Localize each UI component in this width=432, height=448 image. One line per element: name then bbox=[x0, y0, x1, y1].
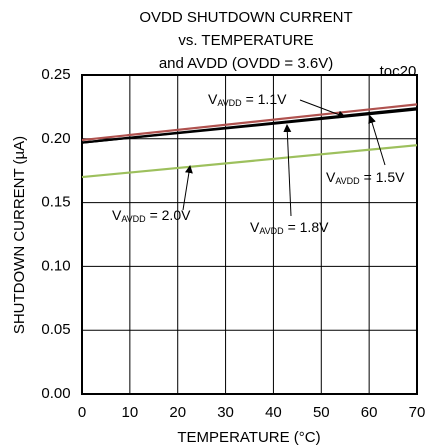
x-axis-label: TEMPERATURE (°C) bbox=[177, 429, 320, 446]
annotation-sub: AVDD bbox=[121, 214, 146, 224]
chart-title: and AVDD (OVDD = 3.6V) bbox=[159, 55, 333, 72]
y-axis-label: SHUTDOWN CURRENT (µA) bbox=[11, 136, 28, 334]
annotation: VAVDD = 1.5V bbox=[326, 169, 405, 187]
y-tick-label: 0.10 bbox=[41, 257, 70, 274]
chart-title: vs. TEMPERATURE bbox=[178, 32, 313, 49]
arrow bbox=[299, 99, 346, 119]
line-series bbox=[81, 107, 418, 144]
x-tick-label: 60 bbox=[361, 404, 378, 421]
annotation-main: V bbox=[112, 207, 122, 223]
y-tick-label: 0.00 bbox=[41, 385, 70, 402]
x-tick-label: 0 bbox=[78, 404, 86, 421]
annotation-tail: = 1.1V bbox=[242, 91, 287, 107]
arrow bbox=[368, 115, 386, 166]
x-tick-label: 40 bbox=[265, 404, 282, 421]
line-series bbox=[81, 144, 418, 179]
y-tick-label: 0.25 bbox=[41, 66, 70, 83]
x-tick-label: 30 bbox=[217, 404, 234, 421]
annotation-sub: AVDD bbox=[217, 98, 242, 108]
figure-id: toc20 bbox=[380, 63, 417, 80]
y-tick-label: 0.05 bbox=[41, 321, 70, 338]
x-tick-label: 10 bbox=[122, 404, 139, 421]
annotation: VAVDD = 2.0V bbox=[112, 207, 191, 225]
chart-title: OVDD SHUTDOWN CURRENT bbox=[139, 9, 352, 26]
arrow bbox=[283, 124, 292, 217]
annotation-main: V bbox=[208, 91, 218, 107]
y-tick-label: 0.15 bbox=[41, 194, 70, 211]
y-tick-label: 0.20 bbox=[41, 130, 70, 147]
plot-border bbox=[81, 74, 418, 395]
annotation: VAVDD = 1.1V bbox=[208, 91, 287, 109]
x-tick-label: 20 bbox=[169, 404, 186, 421]
x-tick-label: 50 bbox=[313, 404, 330, 421]
annotation-sub: AVDD bbox=[335, 176, 360, 186]
annotation-tail: = 1.5V bbox=[360, 169, 405, 185]
annotation-main: V bbox=[326, 169, 336, 185]
arrow bbox=[182, 165, 193, 211]
line-series bbox=[81, 103, 418, 142]
x-tick-label: 70 bbox=[409, 404, 426, 421]
annotation-sub: AVDD bbox=[259, 226, 284, 236]
annotation-tail: = 1.8V bbox=[284, 219, 329, 235]
annotation: VAVDD = 1.8V bbox=[250, 219, 329, 237]
annotation-main: V bbox=[250, 219, 260, 235]
annotation-tail: = 2.0V bbox=[146, 207, 191, 223]
